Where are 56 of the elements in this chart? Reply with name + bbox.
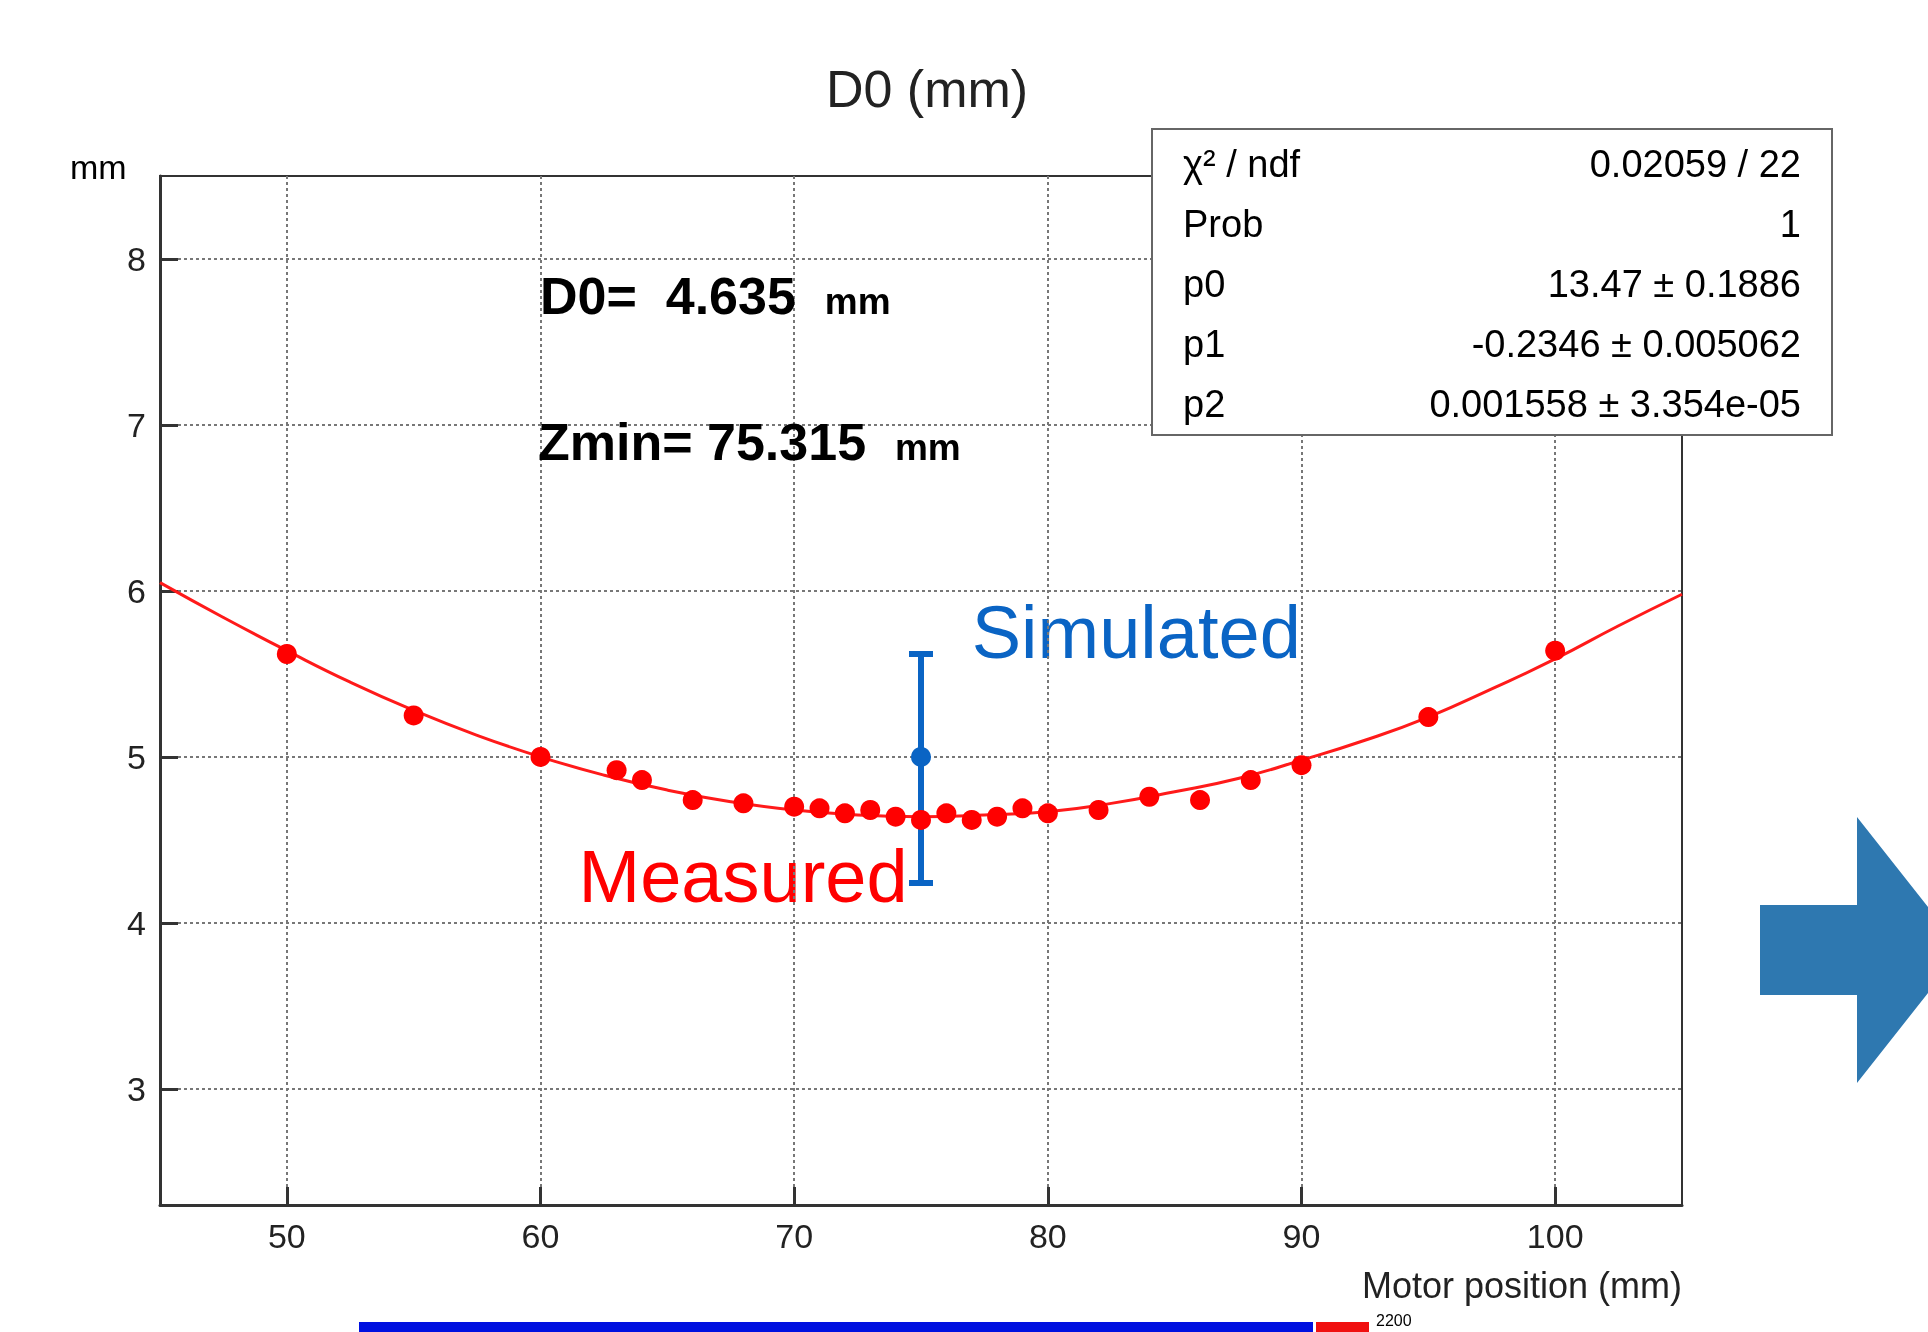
point [809,798,830,819]
x-tick-label: 50 [267,1217,306,1255]
annotation: p2 [1183,382,1226,426]
x-tick-label: 70 [775,1217,814,1255]
text: 2200 [1376,1312,1412,1330]
chart-title: D0 (mm) [825,60,1029,118]
point [1418,707,1439,728]
point [1012,798,1033,819]
annotation: p0 [1183,262,1226,306]
x-tick-label: 80 [1028,1217,1067,1255]
annotation: 13.47 ± 0.1886 [1547,262,1801,306]
x-tick-label: 60 [521,1217,560,1255]
point [834,803,855,824]
point [1240,770,1261,791]
point [1291,755,1312,776]
point [403,705,424,726]
point [1037,803,1058,824]
y-tick-label: 3 [127,1069,146,1108]
point [276,643,297,664]
annotation: Prob [1183,202,1264,246]
point [733,793,754,814]
point [631,770,652,791]
text: 1 [1779,202,1801,246]
annotation: χ² / ndf [1183,142,1301,186]
x-tick-label: 100 [1526,1217,1584,1255]
point [682,790,703,811]
point [911,809,931,830]
annotation: D0= 4.635 mm [540,267,891,325]
point [987,806,1008,827]
point [1190,790,1211,811]
series-label: Measured [578,834,908,918]
point [936,803,957,824]
point [784,796,805,817]
y-tick-label: 6 [127,571,146,610]
series-label: Simulated [971,590,1301,674]
annotation: -0.2346 ± 0.005062 [1471,322,1801,366]
y-tick-label: 5 [127,737,146,776]
y-tick-label: 8 [127,239,146,278]
point [911,746,931,767]
point [1139,786,1160,807]
point [961,809,982,830]
x-axis-title: Motor position (mm) [1361,1264,1682,1306]
y-tick-label: 7 [127,405,146,444]
point [606,760,627,781]
point [1545,640,1566,661]
annotation: p1 [1183,322,1226,366]
annotation: 0.001558 ± 3.354e-05 [1429,382,1801,426]
point [1088,800,1109,820]
x-tick-label: 90 [1282,1217,1321,1255]
point [530,746,551,767]
annotation: 0.02059 / 22 [1589,142,1801,186]
y-axis-title: mm [70,148,127,186]
point [885,806,906,827]
annotation: Zmin= 75.315 mm [538,413,961,471]
point [860,800,881,820]
y-tick-label: 4 [127,903,146,942]
